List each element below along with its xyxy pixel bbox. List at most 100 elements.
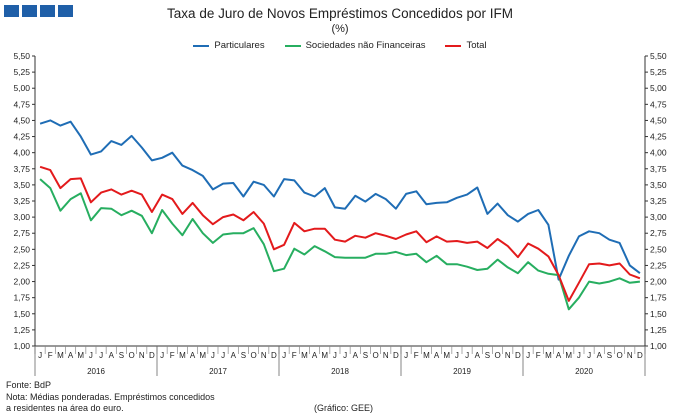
logo-block (58, 5, 73, 17)
y-tick-label-right: 3,25 (650, 196, 667, 206)
month-label: A (475, 351, 481, 360)
month-label: J (404, 351, 408, 360)
month-label: M (565, 351, 572, 360)
y-tick-label-left: 3,00 (13, 212, 30, 222)
month-label: J (333, 351, 337, 360)
logo-block (40, 5, 55, 17)
month-label: A (312, 351, 318, 360)
month-label: D (637, 351, 643, 360)
month-label: M (179, 351, 186, 360)
year-label: 2016 (87, 367, 105, 376)
month-label: F (170, 351, 175, 360)
month-label: J (99, 351, 103, 360)
month-label: J (455, 351, 459, 360)
y-tick-label-right: 1,75 (650, 293, 667, 303)
month-label: A (434, 351, 440, 360)
y-tick-label-right: 4,75 (650, 99, 667, 109)
y-tick-label-right: 5,25 (650, 67, 667, 77)
y-tick-label-left: 2,00 (13, 277, 30, 287)
month-label: J (526, 351, 530, 360)
month-label: N (261, 351, 267, 360)
month-label: M (545, 351, 552, 360)
month-label: S (363, 351, 368, 360)
footnote-line-1: Nota: Médias ponderadas. Empréstimos con… (6, 392, 215, 402)
y-tick-label-left: 1,50 (13, 309, 30, 319)
month-label: A (68, 351, 74, 360)
y-tick-label-right: 2,75 (650, 228, 667, 238)
month-label: D (149, 351, 155, 360)
month-label: A (353, 351, 359, 360)
y-tick-label-right: 4,25 (650, 132, 667, 142)
y-tick-label-right: 1,25 (650, 325, 667, 335)
y-tick-label-right: 1,00 (650, 341, 667, 351)
y-tick-label-left: 3,25 (13, 196, 30, 206)
series-line-particulares (39, 119, 641, 281)
month-label: J (343, 351, 347, 360)
chart-subtitle: (%) (331, 23, 349, 35)
logo-block (4, 5, 19, 17)
y-tick-label-left: 4,00 (13, 148, 30, 158)
legend-label: Total (466, 40, 487, 51)
y-tick-label-right: 5,00 (650, 83, 667, 93)
month-label: M (423, 351, 430, 360)
year-label: 2017 (209, 367, 227, 376)
month-label: J (160, 351, 164, 360)
y-tick-label-left: 1,25 (13, 325, 30, 335)
legend-label: Particulares (214, 40, 265, 51)
month-label: D (271, 351, 277, 360)
bdp-logo (4, 5, 73, 17)
month-label: J (577, 351, 581, 360)
legend-swatch-particulares (193, 44, 210, 47)
month-label: F (292, 351, 297, 360)
year-label: 2018 (331, 367, 349, 376)
month-label: F (48, 351, 53, 360)
y-tick-label-left: 2,50 (13, 244, 30, 254)
y-tick-label-left: 2,75 (13, 228, 30, 238)
month-label: J (587, 351, 591, 360)
legend-swatch-sociedades (284, 44, 301, 47)
y-tick-label-left: 5,50 (13, 51, 30, 61)
legend-swatch-total (445, 44, 462, 47)
month-label: F (414, 351, 419, 360)
month-label: M (57, 351, 64, 360)
legend-label: Sociedades não Financeiras (305, 40, 426, 51)
y-tick-label-right: 3,50 (650, 180, 667, 190)
month-label: O (372, 351, 378, 360)
month-label: O (250, 351, 256, 360)
month-label: D (515, 351, 521, 360)
month-label: D (393, 351, 399, 360)
chart-credit: (Gráfico: GEE) (314, 403, 374, 413)
month-label: N (139, 351, 145, 360)
month-label: J (282, 351, 286, 360)
y-tick-label-right: 2,50 (650, 244, 667, 254)
month-label: J (211, 351, 215, 360)
month-label: A (231, 351, 237, 360)
month-label: J (221, 351, 225, 360)
y-tick-label-right: 1,50 (650, 309, 667, 319)
chart-legend: Particulares Sociedades não Financeiras … (0, 40, 680, 51)
month-label: J (38, 351, 42, 360)
month-label: M (301, 351, 308, 360)
month-label: N (505, 351, 511, 360)
legend-item-particulares: Particulares (193, 40, 265, 51)
y-tick-label-left: 1,00 (13, 341, 30, 351)
month-label: A (190, 351, 196, 360)
month-label: N (627, 351, 633, 360)
month-label: N (383, 351, 389, 360)
legend-item-total: Total (445, 40, 487, 51)
y-tick-label-left: 5,25 (13, 67, 30, 77)
y-tick-label-right: 2,25 (650, 260, 667, 270)
y-tick-label-left: 1,75 (13, 293, 30, 303)
month-label: A (597, 351, 603, 360)
month-label: O (494, 351, 500, 360)
month-label: M (443, 351, 450, 360)
month-label: S (241, 351, 246, 360)
y-tick-label-left: 5,00 (13, 83, 30, 93)
y-tick-label-left: 4,50 (13, 115, 30, 125)
month-label: S (485, 351, 490, 360)
month-label: F (536, 351, 541, 360)
legend-item-sociedades: Sociedades não Financeiras (284, 40, 426, 51)
y-tick-label-right: 5,50 (650, 51, 667, 61)
source-note: Fonte: BdP (6, 380, 52, 390)
